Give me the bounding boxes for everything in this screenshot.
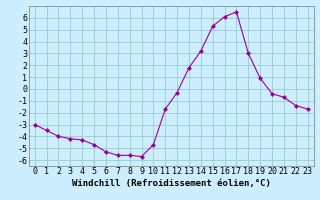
X-axis label: Windchill (Refroidissement éolien,°C): Windchill (Refroidissement éolien,°C) xyxy=(72,179,271,188)
